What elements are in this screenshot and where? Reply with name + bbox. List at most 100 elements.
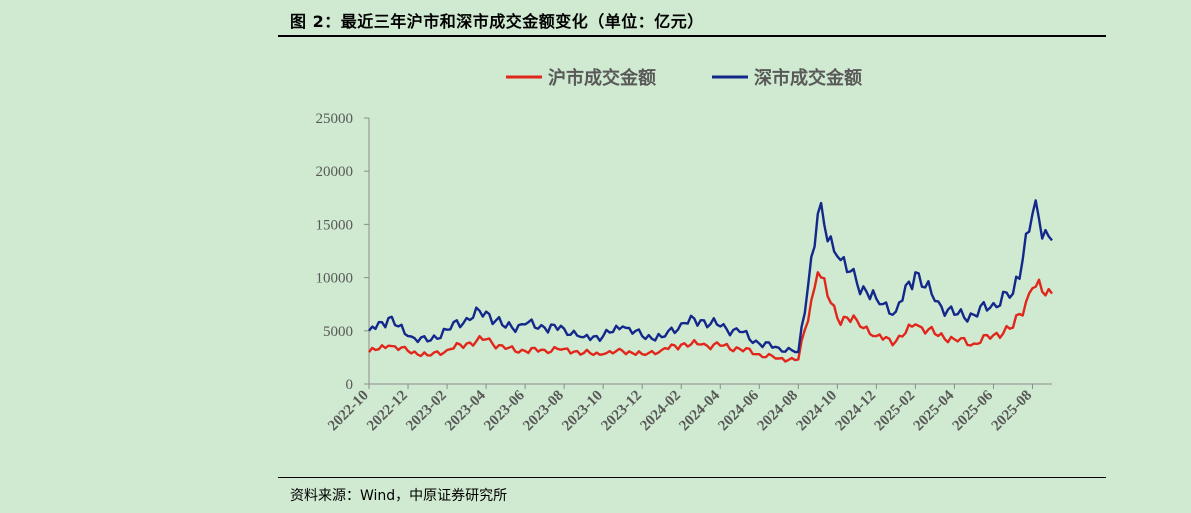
series-point-1 [485,338,487,340]
series-point-1 [661,349,663,351]
series-point-1 [719,344,721,346]
series-point-2 [1031,213,1033,215]
series-point-2 [856,282,858,284]
series-point-2 [680,322,682,324]
y-tick-label: 15000 [316,217,354,233]
series-point-1 [934,333,936,335]
series-point-1 [875,335,877,337]
x-tick-label: 2025-06 [950,387,997,434]
series-point-1 [836,317,838,319]
legend: 沪市成交金额 深市成交金额 [506,67,862,89]
x-tick-label: 2023-12 [598,388,645,435]
series-point-1 [387,344,389,346]
series-point-1 [739,348,741,350]
x-tick-label: 2024-08 [754,388,801,435]
series-point-2 [1051,239,1053,241]
series-point-1 [602,353,604,355]
series-point-1 [778,357,780,359]
series-point-2 [836,255,838,257]
x-tick-label: 2023-08 [520,388,567,435]
x-tick-label: 2023-06 [481,387,528,434]
series-point-1 [563,348,565,350]
series-point-1 [446,349,448,351]
series-point-2 [739,331,741,333]
series-point-2 [563,327,565,329]
series-point-2 [700,319,702,321]
series-point-1 [543,349,545,351]
series-point-2 [407,335,409,337]
x-tick-label: 2023-10 [559,388,606,435]
series-point-1 [465,342,467,344]
series-point-2 [758,342,760,344]
series-point-2 [485,310,487,312]
x-tick-label: 2022-10 [325,388,372,435]
y-tick-label: 20000 [316,164,354,180]
y-tick-label: 25000 [316,111,354,127]
series-point-1 [1012,326,1014,328]
legend-label-2: 深市成交金额 [754,67,862,89]
series-point-1 [758,353,760,355]
series-point-1 [504,348,506,350]
series-point-2 [797,351,799,353]
series-point-2 [661,336,663,338]
series-point-2 [973,314,975,316]
legend-label-1: 沪市成交金额 [548,67,656,89]
source-note: 资料来源：Wind，中原证券研究所 [290,488,508,504]
series-point-2 [504,326,506,328]
series-point-2 [641,335,643,337]
series-point-2 [368,330,370,332]
series-point-1 [1051,292,1053,294]
x-tick-label: 2025-04 [911,387,958,434]
y-axis: 0 5000 10000 15000 20000 25000 [316,111,370,393]
x-tick-label: 2023-04 [442,387,489,434]
series-point-1 [992,334,994,336]
series-point-2 [778,347,780,349]
series-point-2 [524,323,526,325]
series-point-2 [602,335,604,337]
series-point-1 [407,350,409,352]
x-tick-label: 2023-02 [403,388,450,435]
series-point-2 [387,317,389,319]
series-point-2 [914,271,916,273]
series-point-1 [856,319,858,321]
figure-title: 图 2：最近三年沪市和深市成交金额变化（单位：亿元） [290,12,704,31]
series-point-2 [934,300,936,302]
series-point-2 [953,314,955,316]
series-point-2 [895,310,897,312]
y-tick-label: 5000 [323,324,353,340]
series-point-1 [914,323,916,325]
series-point-2 [446,329,448,331]
series-point-1 [582,352,584,354]
series-point-1 [641,353,643,355]
x-axis: 2022-102022-122023-022023-042023-062023-… [325,383,1052,435]
title-rule [278,35,1106,37]
series-point-2 [582,336,584,338]
series-line-2 [368,199,1053,354]
series-point-1 [797,358,799,360]
source-rule [278,477,1106,478]
series-point-1 [700,343,702,345]
series-point-2 [817,213,819,215]
series-line-1 [368,271,1053,363]
x-tick-label: 2024-02 [637,388,684,435]
series-point-2 [621,325,623,327]
series-point-2 [465,317,467,319]
series-point-1 [895,340,897,342]
series-point-1 [680,343,682,345]
y-tick-label: 10000 [316,271,354,287]
series-point-2 [992,302,994,304]
series-point-2 [543,326,545,328]
x-tick-label: 2024-10 [794,388,841,435]
series-group [368,199,1053,363]
x-tick-label: 2025-08 [989,388,1036,435]
series-point-1 [1031,287,1033,289]
series-point-2 [426,340,428,342]
series-point-2 [875,298,877,300]
series-point-1 [524,350,526,352]
series-point-1 [953,338,955,340]
x-tick-label: 2024-12 [833,388,880,435]
series-point-2 [719,325,721,327]
x-tick-label: 2025-02 [872,388,919,435]
x-tick-label: 2022-12 [364,388,411,435]
